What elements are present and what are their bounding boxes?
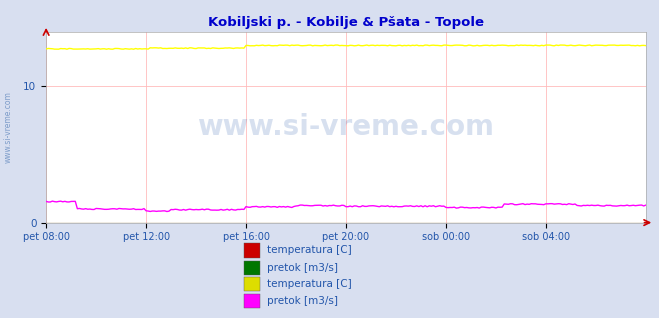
Text: pretok [m3/s]: pretok [m3/s] <box>267 296 338 306</box>
Text: pretok [m3/s]: pretok [m3/s] <box>267 263 338 273</box>
Text: www.si-vreme.com: www.si-vreme.com <box>4 91 13 163</box>
Text: temperatura [C]: temperatura [C] <box>267 245 352 255</box>
Text: temperatura [C]: temperatura [C] <box>267 279 352 289</box>
Title: Kobiljski p. - Kobilje & Pšata - Topole: Kobiljski p. - Kobilje & Pšata - Topole <box>208 16 484 29</box>
Text: www.si-vreme.com: www.si-vreme.com <box>198 113 494 141</box>
